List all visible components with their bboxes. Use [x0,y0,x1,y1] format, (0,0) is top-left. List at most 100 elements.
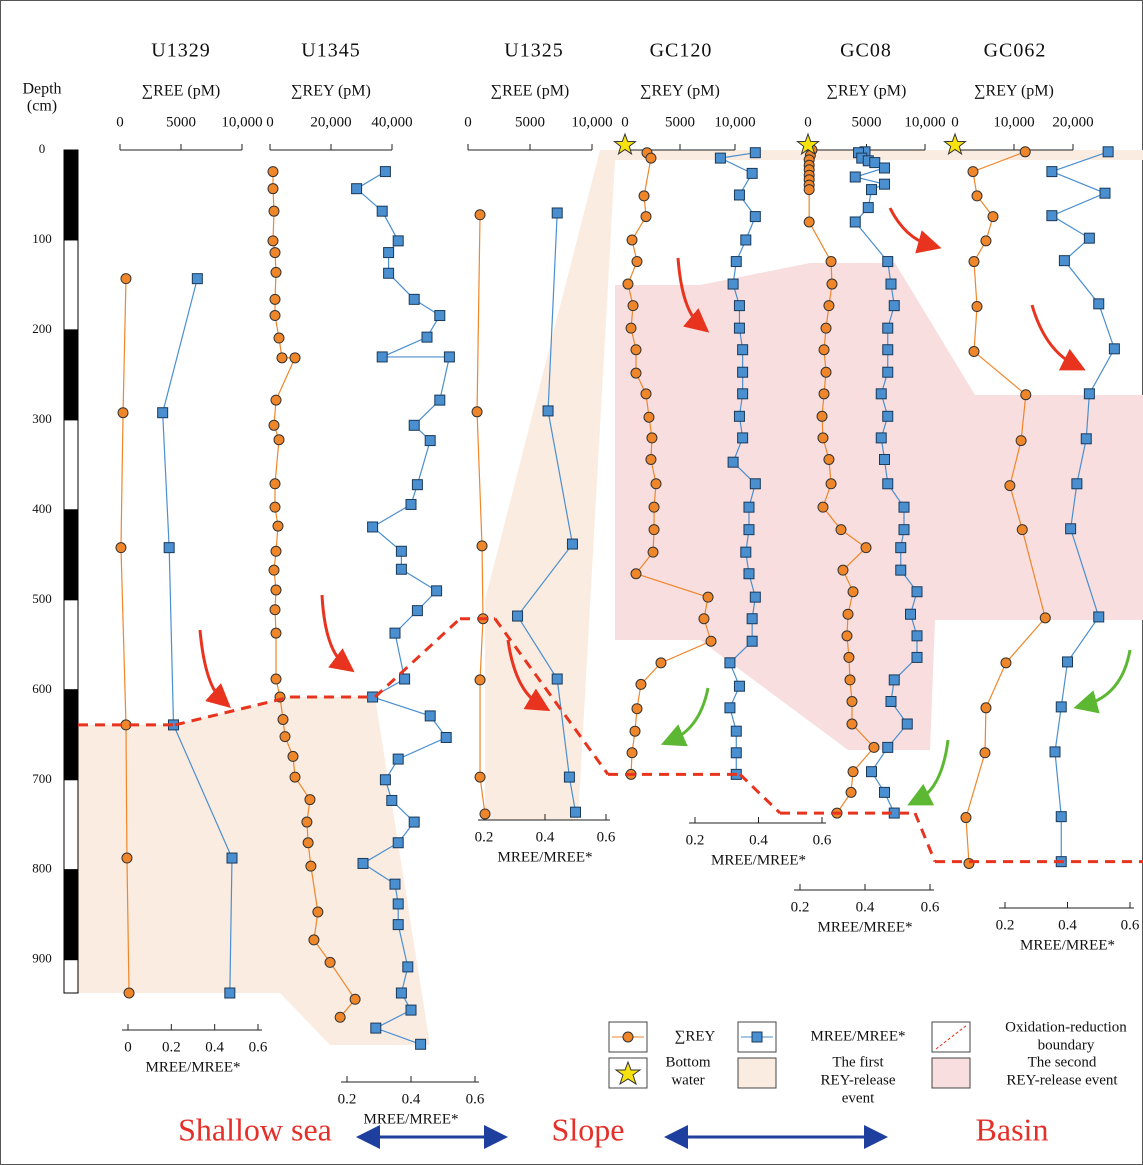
rey-point [269,247,281,259]
rey-point [629,725,641,737]
mree-point [386,794,398,806]
mree-point [395,987,407,999]
rey-point [630,568,642,580]
mree-point [1055,811,1067,823]
rey-point [820,366,832,378]
panel-title: GC062 [984,40,1047,62]
mree-point [737,432,749,444]
rey-point [268,564,280,576]
rey-point [305,860,317,872]
x-tick-label: 0 [266,114,274,130]
y-tick-label: 500 [32,591,52,606]
mree-point [849,216,861,228]
x-tick-label: 0 [124,1039,132,1055]
rey-point [1004,480,1016,492]
depth-bar [63,329,79,421]
mree-point [1093,298,1105,310]
rey-point [268,419,280,431]
rey-point [823,300,835,312]
mree-point [888,674,900,686]
top-axis-title: ∑REY (pM) [640,83,720,100]
rey-point [268,205,280,217]
mree-point [875,388,887,400]
x-tick-label: 0 [804,114,812,130]
x-tick-label: 0.6 [1121,917,1140,933]
rey-point [277,713,289,725]
rey-point [1015,435,1027,447]
panel-title: U1345 [301,40,360,62]
rey-point [272,520,284,532]
rey-point [1020,389,1032,401]
rey-point [980,235,992,247]
rey-point [622,278,634,290]
rey-point [825,478,837,490]
mree-point [866,766,877,778]
rey-point [273,332,285,344]
mree-point [424,710,436,722]
rey-point [117,407,129,419]
depth-label: (cm) [27,98,57,115]
rey-point [868,741,880,753]
mree-point [1049,746,1061,758]
rey-point [631,703,643,715]
rey-point [968,256,980,268]
mree-point [749,591,761,603]
rey-point [860,542,872,554]
rey-line [120,278,130,994]
green-arrow [1073,649,1132,714]
mree-point [224,987,236,999]
mree-point [392,753,404,765]
mree-point [879,178,890,190]
rey-point [847,586,859,598]
mree-point [885,278,897,290]
mree-point [740,234,752,246]
rey-point [289,771,301,783]
mree-point [370,1022,382,1034]
mree-point [431,585,443,597]
rey-point [825,256,837,268]
bottom-water-star [796,132,820,156]
rey-point [818,388,830,400]
rey-point [844,674,856,686]
mree-point [392,898,404,910]
bottom-axis-title: MREE/MREE* [497,849,592,865]
rey-point [1000,657,1012,669]
depth-bar [63,779,79,871]
x-tick-label: 10,000 [221,114,262,130]
y-tick-label: 300 [32,411,52,426]
red-arrow [198,629,231,708]
rey-point [845,786,857,798]
mree-point [443,351,455,363]
y-tick-label: 100 [32,231,52,246]
redox-boundary [493,617,610,776]
x-tick-label: 0.6 [597,829,616,845]
rey-point [474,674,486,686]
mree-point [512,610,524,622]
legend-label: water [671,1072,704,1088]
bottom-axis-title: MREE/MREE* [711,852,806,868]
mree-point [383,267,395,279]
legend-box [737,1021,777,1053]
rey-point [273,434,285,446]
rey-point [626,747,638,759]
mree-point [911,651,923,663]
mree-point [405,1004,417,1016]
mree-point [746,167,758,179]
mree-point [724,702,736,714]
mree-point [551,207,563,219]
red-arrow [888,207,942,254]
rey-point [471,406,483,418]
mree-point [862,202,874,214]
arrows [198,207,1132,1149]
mree-point [421,331,433,343]
rey-point [648,501,660,513]
mree-point [408,816,420,828]
mree-point [1062,656,1073,668]
red-arrow [320,594,355,673]
rey-point [324,956,336,968]
rey-point [121,852,133,864]
mree-point [379,166,391,178]
y-tick-label: 700 [32,771,52,786]
mree-point [882,410,894,422]
zone-label: Basin [976,1111,1049,1147]
